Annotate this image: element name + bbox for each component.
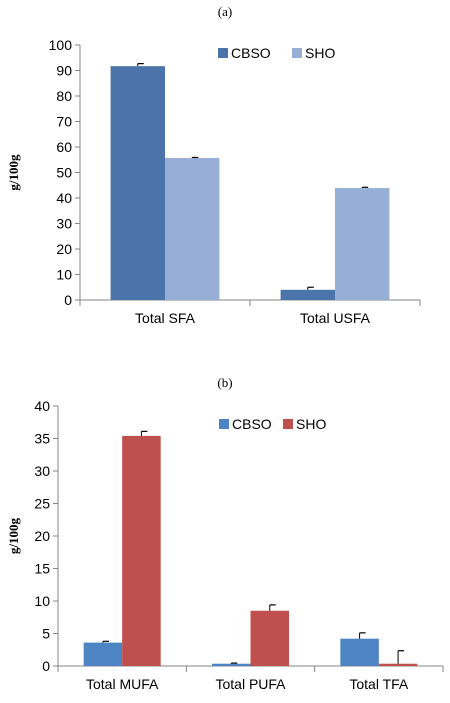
chart-a-y-tick-label: 40 [56,190,72,206]
chart-b-legend-label-sho: SHO [296,416,326,432]
chart-b-y-tick-label: 25 [34,496,50,512]
chart-a-y-tick-label: 60 [56,139,72,155]
chart-b-y-tick-label: 20 [34,528,50,544]
chart-b-bar-cbso [83,642,123,666]
chart-b-title: (b) [217,375,233,390]
chart-b-y-tick-label: 30 [34,463,50,479]
chart-b-legend-swatch-cbso [219,419,229,429]
chart-b-y-tick-label: 10 [34,593,50,609]
chart-a-y-tick-label: 0 [64,292,72,308]
chart-a-y-tick-label: 80 [56,88,72,104]
chart-b-y-axis-label: g/100g [6,517,21,554]
chart-a-legend-swatch-cbso [218,48,228,58]
chart-b-bar-sho [378,663,418,666]
chart-a: g/100g 0 10 20 30 40 50 60 70 80 90 100 Total SFA Tot… [0,0,450,350]
chart-a-x-tick-label: Total SFA [135,310,196,326]
chart-a-legend-label-cbso: CBSO [231,45,271,61]
chart-a-y-tick-label: 70 [56,114,72,130]
chart-a-y-tick-label: 90 [56,63,72,79]
chart-b-y-tick-label: 40 [34,398,50,414]
chart-a-y-tick-label: 30 [56,216,72,232]
chart-b-x-tick-label: Total MUFA [86,676,159,692]
chart-a-title: (a) [217,4,233,19]
chart-b-bar-sho [250,610,289,666]
chart-b-y-tick-label: 0 [42,658,50,674]
chart-a-bar-cbso [280,289,335,300]
chart-b-bar-cbso [212,663,251,666]
chart-b-x-tick-label: Total PUFA [215,676,286,692]
chart-b-bar-sho [122,435,161,666]
chart-a-y-tick-label: 10 [56,267,72,283]
chart-a-y-axis-label: g/100g [6,154,21,191]
chart-a-y-tick-label: 100 [49,37,73,53]
chart-b-x-tick-label: Total TFA [349,676,409,692]
chart-a-bar-cbso [110,66,165,300]
chart-b: g/100g 0 5 10 15 20 25 30 35 40 Total MUFA Total PU… [0,392,450,698]
chart-b-legend-label-cbso: CBSO [232,416,272,432]
chart-a-legend-swatch-sho [292,48,302,58]
chart-b-y-tick-label: 5 [42,626,50,642]
chart-b-svg: g/100g 0 5 10 15 20 25 30 35 40 Total MUFA Total PU… [6,398,444,692]
chart-b-y-tick-label: 35 [34,431,50,447]
chart-b-y-tick-label: 15 [34,561,50,577]
chart-a-x-tick-label: Total USFA [300,310,371,326]
chart-a-y-tick-label: 50 [56,165,72,181]
chart-a-bar-sho [335,188,390,300]
chart-a-legend-label-sho: SHO [305,45,335,61]
chart-a-svg: g/100g 0 10 20 30 40 50 60 70 80 90 100 Total SFA Tot… [6,37,421,326]
chart-b-legend-swatch-sho [283,419,293,429]
chart-b-bar-cbso [340,638,379,666]
chart-a-y-tick-label: 20 [56,241,72,257]
chart-a-bar-sho [165,157,220,300]
